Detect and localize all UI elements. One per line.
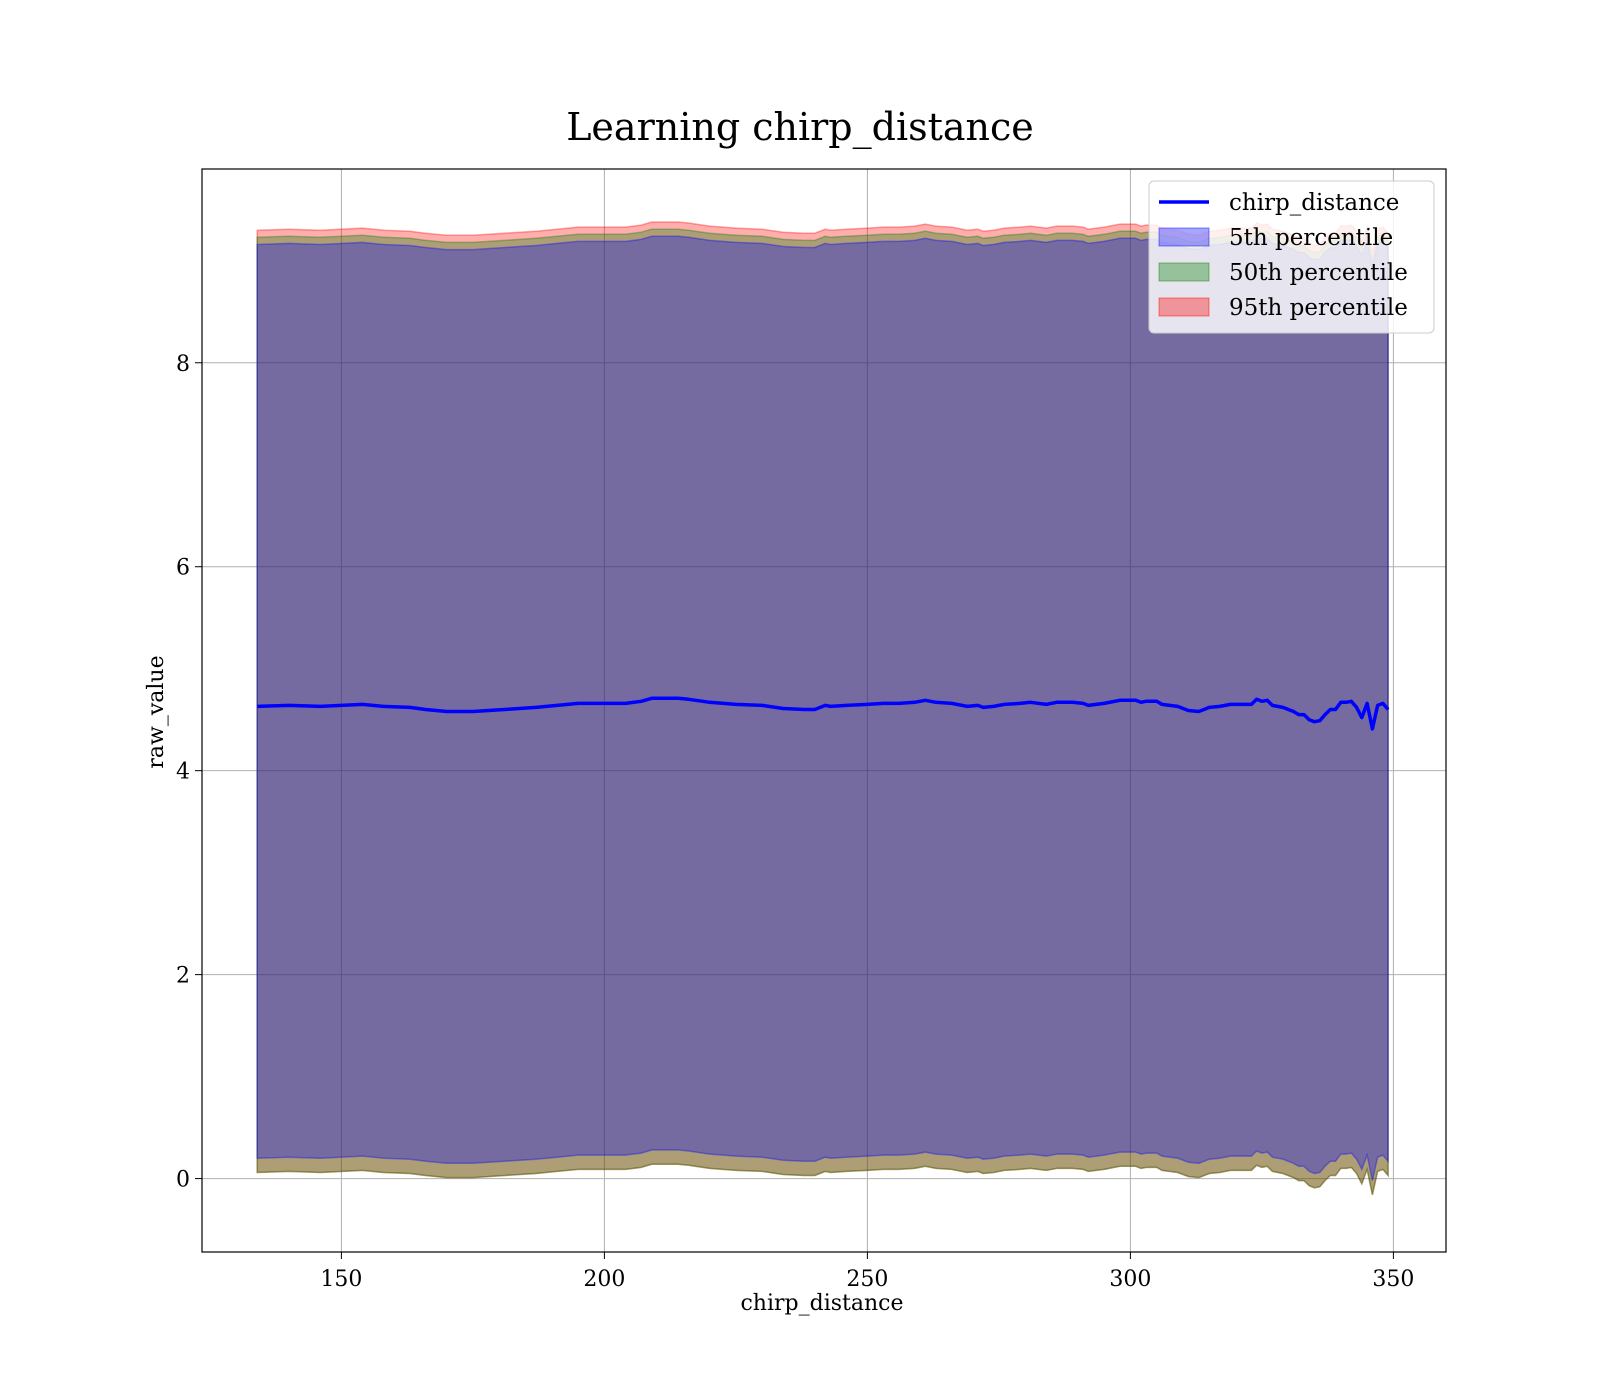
- legend-swatch: [1158, 297, 1210, 317]
- x-axis-ticks: 150 200 250 300 350: [320, 1252, 1414, 1292]
- y-tick-label: 4: [176, 760, 190, 785]
- percentile-bands: [256, 221, 1389, 1196]
- y-tick-label: 0: [176, 1168, 190, 1193]
- legend-swatch: [1158, 227, 1210, 247]
- legend-swatch: [1158, 262, 1210, 282]
- y-tick-label: 6: [176, 556, 190, 581]
- x-tick-label: 200: [583, 1267, 625, 1292]
- legend-label: 5th percentile: [1229, 225, 1393, 251]
- legend-box: [1148, 180, 1435, 334]
- chart-title: Learning chirp_distance: [566, 105, 1034, 150]
- grid: [202, 169, 1446, 1252]
- y-tick-label: 2: [176, 964, 190, 989]
- series-lines: [257, 696, 1390, 731]
- y-axis-label: raw_value: [144, 655, 169, 768]
- x-tick-label: 350: [1372, 1267, 1414, 1292]
- series-line-chirp-distance: [257, 696, 1390, 731]
- band-95th-percentile: [256, 221, 1389, 1196]
- x-tick-label: 250: [846, 1267, 888, 1292]
- x-tick-label: 300: [1109, 1267, 1151, 1292]
- legend-label: 50th percentile: [1229, 260, 1408, 286]
- legend: chirp_distance 5th percentile 50th percent…: [1148, 180, 1435, 334]
- x-axis-label: chirp_distance: [740, 1291, 903, 1316]
- band-5th-percentile: [256, 235, 1389, 1181]
- y-axis-ticks: 0 2 4 6 8: [176, 352, 202, 1193]
- plot-frame: [201, 168, 1447, 1253]
- legend-label: 95th percentile: [1229, 295, 1408, 321]
- y-tick-label: 8: [176, 352, 190, 377]
- band-50th-percentile: [256, 228, 1389, 1196]
- legend-label: chirp_distance: [1229, 190, 1399, 216]
- x-tick-label: 150: [320, 1267, 362, 1292]
